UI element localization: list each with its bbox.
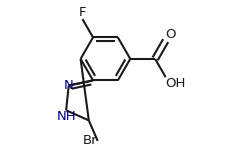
Text: OH: OH — [166, 77, 186, 90]
Text: F: F — [79, 6, 86, 19]
Text: O: O — [166, 28, 176, 41]
Text: NH: NH — [56, 110, 76, 123]
Text: Br: Br — [83, 134, 98, 147]
Text: N: N — [64, 79, 74, 92]
